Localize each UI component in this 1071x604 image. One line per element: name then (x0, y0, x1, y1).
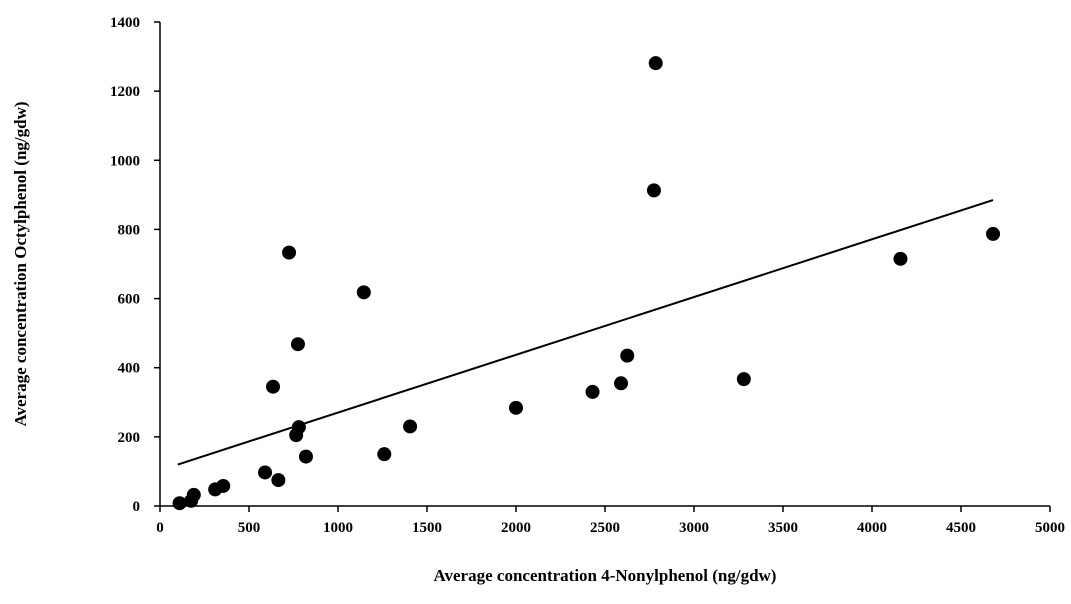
x-tick-label: 2500 (590, 520, 620, 536)
x-tick-label: 1500 (412, 520, 442, 536)
y-axis-title: Average concentration Octylphenol (ng/gd… (11, 101, 30, 426)
data-point (585, 384, 600, 399)
y-tick-label: 600 (118, 292, 141, 308)
data-point (282, 245, 297, 260)
trendline (177, 199, 994, 466)
x-tick-label: 0 (156, 520, 164, 536)
y-tick-label: 0 (133, 499, 141, 515)
x-tick-label: 5000 (1035, 520, 1065, 536)
y-tick-label: 800 (118, 222, 141, 238)
y-tick-label: 1000 (110, 153, 140, 169)
y-tick-label: 1400 (110, 15, 140, 31)
x-tick-label: 500 (238, 520, 261, 536)
data-point (271, 473, 286, 488)
data-point (620, 348, 635, 363)
data-point (893, 251, 908, 266)
x-tick-label: 4000 (857, 520, 887, 536)
data-point (298, 449, 313, 464)
x-tick-label: 3000 (679, 520, 709, 536)
data-points (172, 56, 1001, 511)
data-point (736, 372, 751, 387)
data-point (356, 285, 371, 300)
data-point (172, 496, 187, 511)
y-tick-label: 400 (118, 361, 141, 377)
x-tick-label: 4500 (946, 520, 976, 536)
data-point (509, 400, 523, 415)
data-point (377, 447, 392, 462)
data-point (290, 337, 305, 352)
x-axis-title: Average concentration 4-Nonylphenol (ng/… (434, 566, 777, 585)
axes: 0 500 1000 1500 2000 2500 3000 3500 4000 4500 5000… (110, 15, 1065, 536)
data-point (646, 183, 661, 198)
x-tick-label: 3500 (768, 520, 798, 536)
data-point (186, 487, 201, 502)
trendline-group (177, 199, 994, 466)
data-point (986, 226, 1001, 241)
data-point (216, 478, 231, 493)
data-point (258, 465, 273, 480)
x-tick-label: 1000 (323, 520, 353, 536)
data-point (403, 419, 418, 434)
data-point (266, 379, 281, 394)
y-tick-label: 1200 (110, 84, 140, 100)
data-point (648, 56, 663, 71)
data-point (614, 376, 629, 391)
y-tick-label: 200 (118, 430, 141, 446)
x-tick-label: 2000 (501, 520, 531, 536)
data-point (291, 420, 306, 435)
